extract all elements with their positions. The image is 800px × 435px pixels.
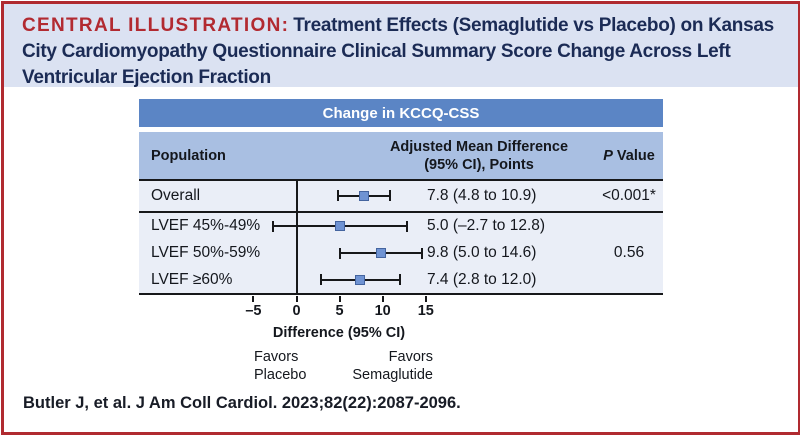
column-p-value: P Value — [603, 147, 655, 164]
axis-tick-label: 15 — [417, 303, 434, 319]
favors-placebo-label: Favors Placebo — [254, 349, 307, 383]
ci-upper-cap — [398, 274, 401, 286]
axis-tick — [295, 296, 298, 302]
row-label: LVEF 45%-49% — [151, 217, 261, 235]
effect-estimate-value: 7.4 (2.8 to 12.0) — [427, 270, 537, 288]
citation: Butler J, et al. J Am Coll Cardiol. 2023… — [23, 394, 461, 412]
amd-header-line1: Adjusted Mean Difference — [389, 138, 569, 155]
ci-lower-cap — [319, 274, 322, 286]
effect-estimate-value: 7.8 (4.8 to 10.9) — [427, 186, 537, 204]
p-value: <0.001* — [602, 186, 656, 204]
row-label: Overall — [151, 186, 201, 204]
axis-tick-label: –5 — [245, 303, 262, 319]
central-illustration-label: CENTRAL ILLUSTRATION: — [22, 15, 290, 36]
point-estimate-marker — [358, 190, 369, 201]
zero-reference-line — [295, 181, 298, 293]
ci-lower-cap — [272, 220, 275, 232]
axis-tick-label: 5 — [335, 303, 344, 319]
point-estimate-marker — [334, 221, 345, 232]
point-estimate-marker — [375, 248, 386, 258]
axis-tick-label: 10 — [374, 303, 391, 319]
row-label: LVEF 50%-59% — [151, 244, 261, 261]
overall-subgroup-divider — [139, 210, 663, 213]
table-header-bar: Change in KCCQ-CSS — [139, 99, 663, 127]
amd-header-line2: (95% CI), Points — [424, 156, 534, 173]
ci-upper-cap — [421, 247, 424, 259]
axis-tick — [424, 296, 427, 302]
effect-estimate-value: 9.8 (5.0 to 14.6) — [427, 244, 537, 261]
forest-plot-area: Overall 7.8 (4.8 to 10.9) <0.001* LVEF 45%-… — [139, 179, 663, 295]
axis-tick — [338, 296, 341, 302]
axis-tick — [252, 296, 255, 302]
ci-upper-cap — [405, 220, 408, 232]
ci-upper-cap — [389, 190, 392, 202]
column-population: Population — [151, 147, 226, 164]
title-band: CENTRAL ILLUSTRATION: Treatment Effects (… — [4, 4, 798, 88]
ci-lower-cap — [338, 247, 341, 259]
axis-tick — [381, 296, 384, 302]
forest-plot-table: Change in KCCQ-CSS Population Adjusted M… — [139, 99, 663, 399]
figure-title: Treatment Effects (Semaglutide vs Placeb… — [22, 15, 774, 88]
favors-semaglutide-label: Favors Semaglutide — [352, 349, 433, 383]
p-value: 0.56 — [613, 244, 645, 261]
point-estimate-marker — [355, 274, 366, 285]
column-header-row: Population Adjusted Mean Difference (95%… — [139, 132, 663, 179]
ci-lower-cap — [336, 190, 339, 202]
row-label: LVEF ≥60% — [151, 270, 233, 288]
column-adjusted-mean-difference: Adjusted Mean Difference (95% CI), Point… — [369, 132, 589, 179]
x-axis-label: Difference (95% CI) — [272, 325, 406, 341]
effect-estimate-value: 5.0 (–2.7 to 12.8) — [427, 217, 546, 235]
axis-tick-label: 0 — [292, 303, 301, 319]
